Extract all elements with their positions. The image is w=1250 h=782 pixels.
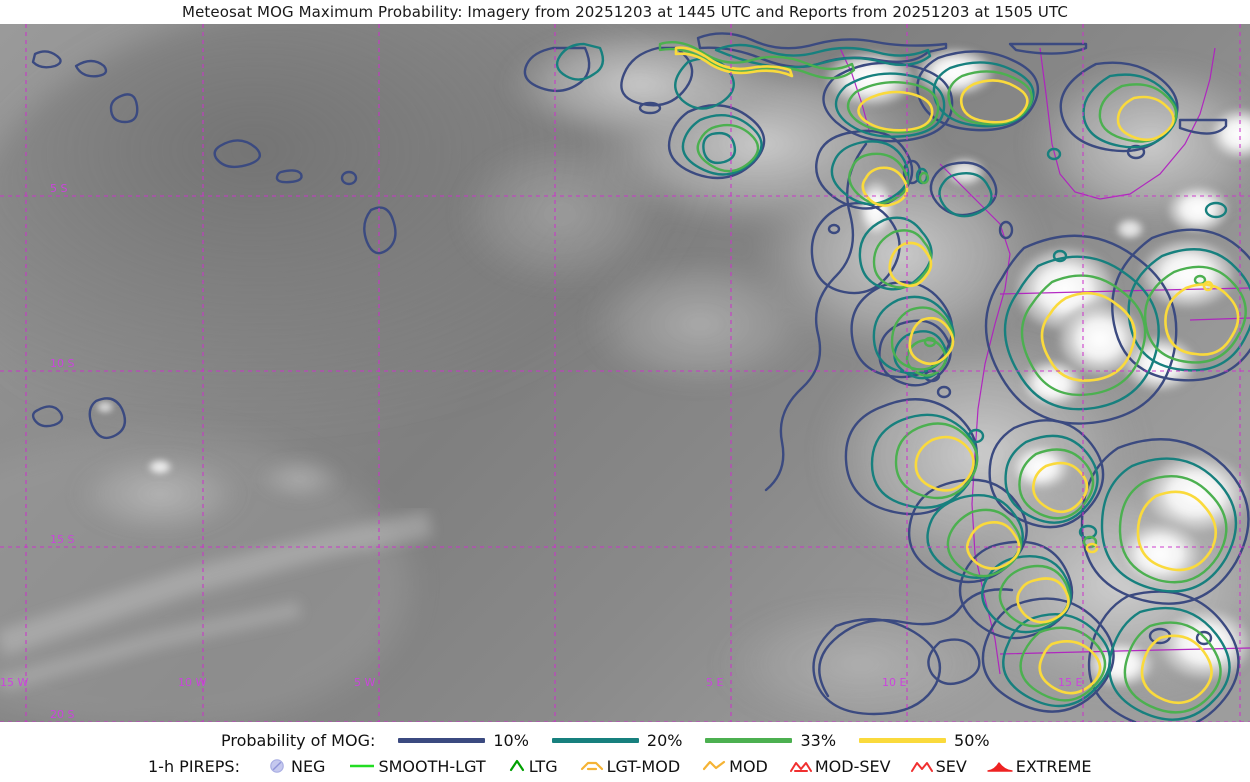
legend-item-prob-10[interactable]: 10%: [398, 731, 529, 750]
legend: Probability of MOG: 10% 20% 33% 50% 1-h …: [0, 722, 1250, 782]
lat-label-20s: 20 S: [50, 708, 74, 721]
legend-item-pirep-sev[interactable]: SEV: [910, 756, 967, 776]
neg-slashed-circle-icon: [266, 757, 288, 775]
legend-item-prob-20[interactable]: 20%: [551, 730, 683, 750]
prob-10-swatch: [398, 737, 486, 743]
title-bar: Meteosat MOG Maximum Probability: Imager…: [0, 0, 1250, 24]
mod-caret-icon: [702, 757, 726, 775]
pirep-mod-label: MOD: [729, 756, 768, 776]
smooth-lgt-line-icon: [349, 757, 375, 775]
prob-20-swatch: [551, 737, 639, 743]
legend-item-pirep-mod[interactable]: MOD: [702, 757, 768, 776]
lon-label-15w: 15 W: [0, 676, 28, 689]
lat-label-5s: 5 S: [50, 182, 67, 195]
prob-50-swatch: [859, 737, 947, 743]
satellite-map[interactable]: 5 S 10 S 15 S 20 S 15 W 10 W 5 W 5 E 10 …: [0, 24, 1250, 722]
ir-imagery-layer: [0, 24, 1250, 722]
graticule-labels-layer: 5 S 10 S 15 S 20 S 15 W 10 W 5 W 5 E 10 …: [0, 182, 1082, 721]
graticule-layer: [0, 24, 1250, 722]
prob-50-label: 50%: [954, 730, 990, 750]
legend-item-pirep-lgt-mod[interactable]: LGT-MOD: [580, 756, 681, 776]
prob-10-label: 10%: [493, 730, 529, 750]
contour-50pct-layer: [674, 46, 1240, 705]
lat-label-15s: 15 S: [50, 533, 74, 546]
legend-row-probability: Probability of MOG: 10% 20% 33% 50%: [0, 727, 1250, 753]
prob-20-label: 20%: [646, 730, 683, 750]
ltg-caret-icon: [508, 757, 526, 775]
legend-item-pirep-extreme[interactable]: EXTREME: [987, 756, 1092, 776]
pirep-sev-label: SEV: [935, 756, 967, 776]
legend-item-pirep-mod-sev[interactable]: MOD-SEV: [789, 756, 891, 776]
pirep-ltg-label: LTG: [528, 756, 558, 776]
lon-label-5w: 5 W: [354, 676, 375, 689]
pirep-smooth-lgt-label: SMOOTH-LGT: [378, 756, 486, 776]
pirep-mod-sev-label: MOD-SEV: [814, 756, 891, 776]
page-title: Meteosat MOG Maximum Probability: Imager…: [182, 3, 1068, 21]
lat-label-10s: 10 S: [50, 357, 74, 370]
prob-33-swatch: [705, 737, 793, 743]
prob-33-label: 33%: [800, 730, 837, 750]
lon-label-15e: 15 E: [1058, 676, 1082, 689]
lon-label-10e: 10 E: [882, 676, 906, 689]
mod-sev-hollow-peak-icon: [789, 757, 812, 775]
sev-peak-icon: [910, 757, 933, 775]
legend-item-pirep-smooth-lgt[interactable]: SMOOTH-LGT: [349, 756, 486, 776]
lon-label-5e: 5 E: [706, 676, 723, 689]
legend-item-pirep-neg[interactable]: NEG: [266, 757, 325, 776]
lon-label-10w: 10 W: [178, 676, 206, 689]
legend-item-prob-50[interactable]: 50%: [859, 731, 990, 750]
legend-item-prob-33[interactable]: 33%: [705, 731, 836, 750]
pirep-lgt-mod-label: LGT-MOD: [606, 756, 681, 776]
extreme-filled-peak-icon: [987, 757, 1013, 775]
lgt-mod-flat-caret-icon: [580, 757, 604, 775]
legend-item-pirep-ltg[interactable]: LTG: [508, 757, 558, 776]
legend-probability-label: Probability of MOG:: [221, 730, 376, 750]
pirep-neg-label: NEG: [290, 756, 326, 776]
contour-20pct-layer: [555, 42, 1250, 721]
legend-pireps-label: 1-h PIREPS:: [148, 756, 240, 776]
legend-row-pireps: 1-h PIREPS: NEG SMOOTH-LGT: [0, 753, 1250, 779]
pirep-extreme-label: EXTREME: [1015, 756, 1092, 776]
